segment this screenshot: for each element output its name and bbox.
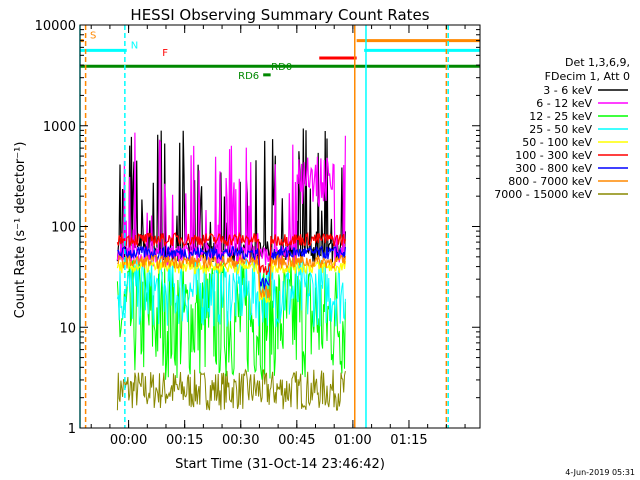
series-300-800kev <box>117 245 346 290</box>
legend-entry-label: 7000 - 15000 keV <box>494 188 592 201</box>
chart-title: HESSI Observing Summary Count Rates <box>130 6 429 24</box>
x-tick-label: 00:30 <box>222 433 259 448</box>
y-tick-label: 1 <box>68 422 76 437</box>
legend-entry-label: 3 - 6 keV <box>543 84 592 97</box>
x-tick-label: 00:15 <box>166 433 203 448</box>
y-tick-label: 10000 <box>35 19 76 34</box>
footer-timestamp: 4-Jun-2019 05:31 <box>565 468 635 477</box>
y-tick-label: 10 <box>59 321 76 336</box>
flag-label-rd6: RD6 <box>238 71 259 82</box>
series-100-300kev <box>116 231 346 276</box>
flags-layer: S N F RD0 RD6 <box>80 31 480 82</box>
legend-entry-label: 50 - 100 keV <box>522 136 592 149</box>
flag-label-n: N <box>131 40 138 51</box>
x-tick-label: 01:00 <box>334 433 371 448</box>
legend-entry-label: 800 - 7000 keV <box>508 175 592 188</box>
legend-header-line: FDecim 1, Att 0 <box>545 70 630 83</box>
series-800-7000kev <box>117 253 346 299</box>
axes-layer: 00:00 00:15 00:30 00:45 01:00 01:15 1 10 100 1000… <box>35 19 481 448</box>
legend-entry-label: 100 - 300 keV <box>515 149 592 162</box>
x-axis-label: Start Time (31-Oct-14 23:46:42) <box>175 457 385 472</box>
flag-label-s: S <box>90 31 96 42</box>
flag-label-f: F <box>162 48 168 59</box>
x-tick-label: 00:00 <box>110 433 147 448</box>
plot-frame <box>79 24 481 429</box>
x-tick-label: 01:15 <box>390 433 427 448</box>
y-tick-label: 100 <box>51 221 76 236</box>
y-axis-label: Count Rate (s⁻¹ detector⁻¹) <box>13 142 28 319</box>
legend-entry-label: 6 - 12 keV <box>536 97 592 110</box>
plot-area <box>116 128 346 411</box>
legend-header-line: Det 1,3,6,9, <box>565 56 630 69</box>
x-tick-label: 00:45 <box>278 433 315 448</box>
y-tick-label: 1000 <box>43 120 76 135</box>
series-25-50kev <box>116 256 346 328</box>
legend-entry-label: 300 - 800 keV <box>515 162 592 175</box>
flag-label-rd0: RD0 <box>271 62 292 73</box>
series-50-100kev <box>116 258 346 304</box>
legend-entry-label: 25 - 50 keV <box>529 123 592 136</box>
legend-entry-label: 12 - 25 keV <box>529 110 592 123</box>
series-7000-15000kev <box>116 368 346 411</box>
